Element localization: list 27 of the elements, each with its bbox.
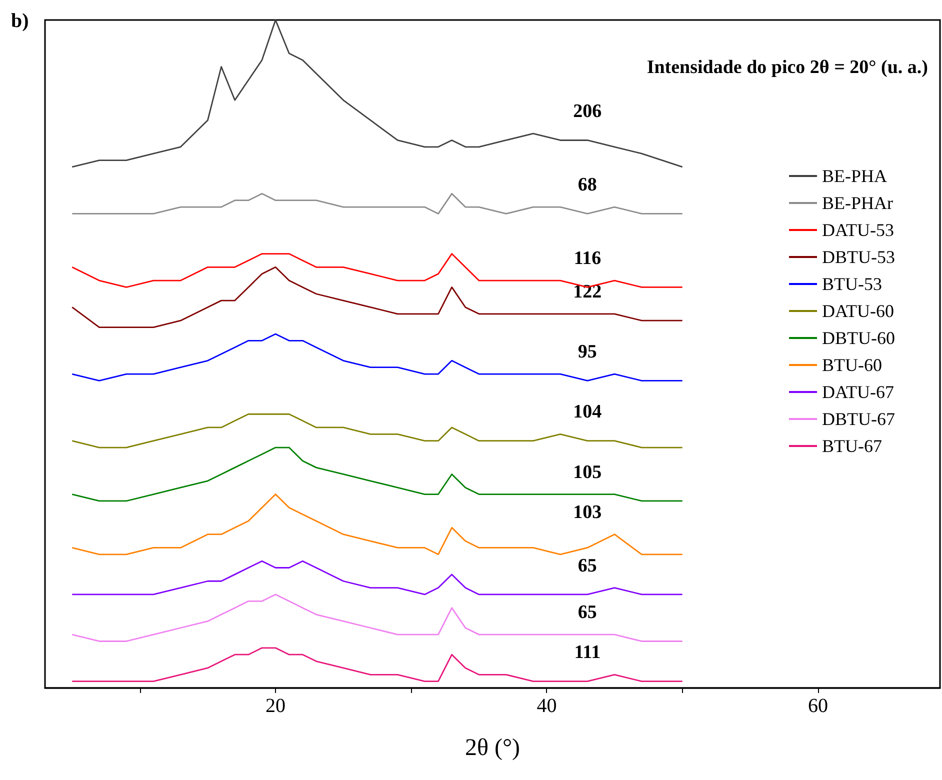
legend-label: DATU-53 <box>822 220 894 240</box>
annotation: 65 <box>578 602 597 624</box>
annotation: 68 <box>578 174 597 196</box>
x-tick-label: 40 <box>536 695 557 717</box>
annotation: Intensidade do pico 2θ = 20° (u. a.) <box>646 57 928 78</box>
annotation: 65 <box>578 555 597 576</box>
x-tick-label: 60 <box>808 695 828 717</box>
legend-label: DBTU-60 <box>822 328 896 348</box>
legend-label: BTU-60 <box>822 355 882 375</box>
legend-label: DATU-67 <box>822 382 894 402</box>
annotation: 104 <box>573 402 602 423</box>
annotation: 95 <box>578 342 597 363</box>
annotation: 116 <box>574 248 602 270</box>
chart-title: b) <box>11 10 29 32</box>
legend-label: BE-PHA <box>822 166 888 186</box>
legend-label: BTU-53 <box>822 274 882 294</box>
annotation: 103 <box>573 502 602 523</box>
x-tick-label: 20 <box>266 695 286 717</box>
annotation: 206 <box>573 101 602 122</box>
annotation: 111 <box>574 642 601 664</box>
legend-label: DATU-60 <box>822 301 894 321</box>
legend-label: BTU-67 <box>822 436 882 456</box>
annotation: 105 <box>573 462 602 483</box>
legend-label: DBTU-67 <box>822 409 896 429</box>
legend-label: DBTU-53 <box>822 247 896 267</box>
legend-label: BE-PHAr <box>822 193 894 213</box>
x-axis-title: 2θ (°) <box>464 735 520 761</box>
